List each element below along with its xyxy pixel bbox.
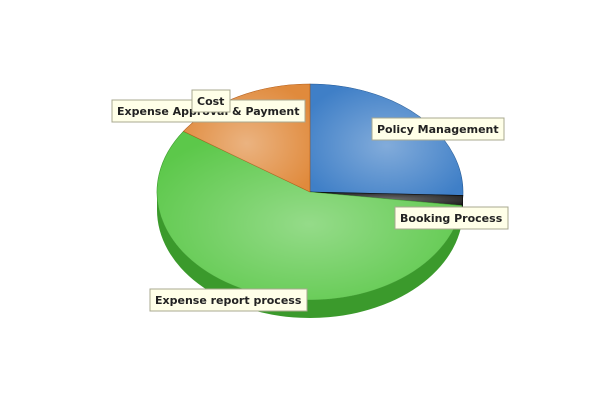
data-label-text: Expense report process — [155, 294, 302, 307]
data-label-booking-process: Booking Process — [394, 206, 509, 230]
data-label-policy-management: Policy Management — [371, 117, 505, 141]
data-label-box — [371, 117, 505, 141]
data-label-expense-report-process: Expense report process — [149, 288, 308, 312]
data-label-text: Policy Management — [377, 123, 499, 136]
pie-side-expense-report-process — [157, 192, 462, 319]
data-label-box — [394, 206, 509, 230]
data-label-cost: Cost — [191, 89, 231, 113]
data-label-text: Booking Process — [400, 212, 503, 225]
data-label-box — [191, 89, 231, 113]
data-label-box — [149, 288, 308, 312]
data-label-text: Cost — [197, 95, 224, 108]
pie-slice-highlight-expense-report-process — [157, 131, 462, 300]
pie-labels: Policy Management Booking Process Expense … — [111, 89, 509, 312]
